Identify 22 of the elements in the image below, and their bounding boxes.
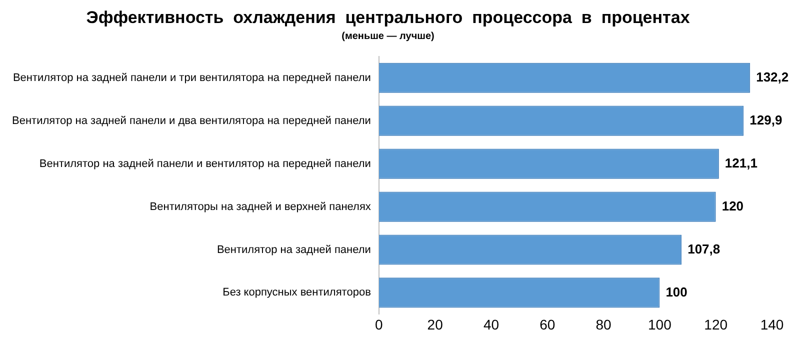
y-tick-label: Вентиляторы на задней и верхней панелях: [150, 200, 372, 213]
data-label: 129,9: [750, 112, 782, 128]
chart-subtitle: (меньше — лучше): [342, 31, 434, 42]
data-label: 100: [666, 284, 688, 300]
y-tick-label: Вентилятор на задней панели и три вентилятора на передней панели: [12, 72, 371, 84]
y-tick-label: Вентилятор на задней панели и вентилятор на передней панели: [39, 158, 371, 170]
x-tick-label: 100: [648, 316, 672, 332]
x-tick-label: 20: [427, 316, 444, 332]
x-tick-label: 140: [760, 316, 784, 332]
y-tick-label: Вентилятор на задней панели: [216, 244, 371, 256]
data-label: 121,1: [724, 155, 758, 170]
x-tick-label: 60: [540, 316, 556, 332]
y-tick-label: Вентилятор на задней панели и два вентилятора на передней панели: [12, 114, 371, 127]
data-label: 120: [722, 198, 744, 214]
data-label: 107,8: [688, 241, 720, 256]
chart-title: Эффективность охлаждения центрального процессора в процентах: [86, 8, 690, 27]
x-tick-label: 0: [375, 316, 384, 332]
x-tick-label: 80: [596, 316, 612, 332]
y-tick-label: Без корпусных вентиляторов: [222, 286, 372, 299]
x-tick-label: 120: [704, 316, 728, 332]
x-tick-label: 40: [483, 316, 500, 332]
data-label: 132,2: [756, 69, 789, 84]
